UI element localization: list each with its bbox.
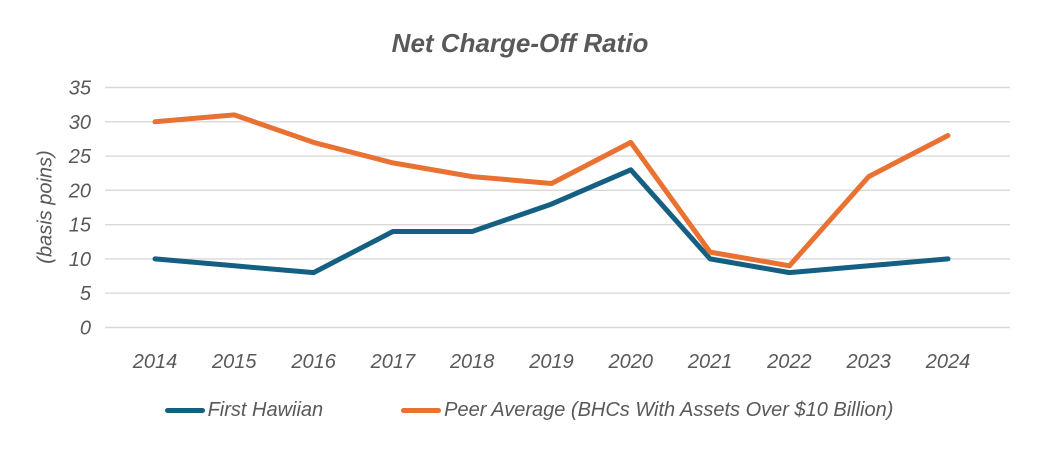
x-tick-label: 2020 <box>608 351 654 373</box>
y-tick-label: 10 <box>69 249 91 271</box>
x-tick-label: 2024 <box>925 351 971 373</box>
y-tick-label: 0 <box>80 318 91 340</box>
legend: First Hawiian Peer Average (BHCs With As… <box>0 399 1058 422</box>
y-tick-label: 20 <box>68 180 91 202</box>
legend-item-first-hawiian: First Hawiian <box>164 399 324 422</box>
x-tick-label: 2021 <box>687 351 733 373</box>
y-axis-title: (basis poins) <box>34 150 57 264</box>
x-tick-label: 2023 <box>845 351 891 373</box>
x-tick-label: 2015 <box>211 351 257 373</box>
y-tick-label: 25 <box>68 146 92 168</box>
y-tick-label: 30 <box>69 112 91 134</box>
y-tick-label: 5 <box>80 283 92 305</box>
x-tick-label: 2022 <box>766 351 812 373</box>
first-hawiian-line-swatch <box>164 408 205 413</box>
x-tick-label: 2017 <box>370 351 416 373</box>
x-tick-label: 2014 <box>132 351 178 373</box>
legend-label-first-hawiian: First Hawiian <box>207 399 324 421</box>
y-tick-label: 35 <box>69 78 92 100</box>
x-tick-label: 2018 <box>449 351 495 373</box>
y-tick-label: 15 <box>69 215 92 237</box>
peer-average-line-swatch <box>401 408 442 413</box>
series-line-peer-average <box>152 112 951 269</box>
chart-title: Net Charge-Off Ratio <box>391 28 649 58</box>
legend-label-peer-average: Peer Average (BHCs With Assets Over $10 … <box>444 399 894 421</box>
x-tick-label: 2016 <box>290 351 336 373</box>
series-line-first-hawiian <box>152 167 951 276</box>
legend-item-peer-average: Peer Average (BHCs With Assets Over $10 … <box>401 399 893 422</box>
x-tick-label: 2019 <box>528 351 574 373</box>
